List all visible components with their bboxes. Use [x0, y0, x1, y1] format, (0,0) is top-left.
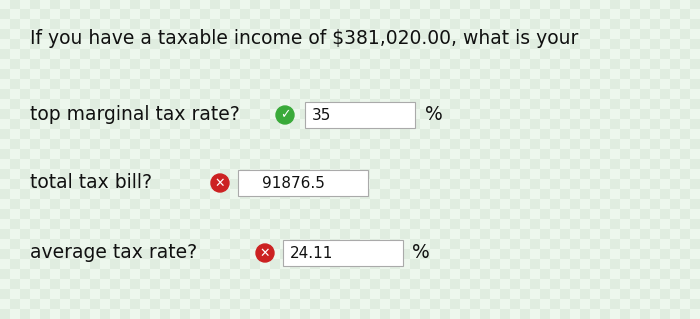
FancyBboxPatch shape [283, 240, 403, 266]
Text: %: % [412, 243, 430, 263]
Text: ✕: ✕ [260, 247, 270, 259]
Text: ✕: ✕ [215, 176, 225, 189]
Text: 91876.5: 91876.5 [262, 175, 325, 190]
Circle shape [276, 106, 294, 124]
Text: average tax rate?: average tax rate? [30, 243, 197, 263]
Text: total tax bill?: total tax bill? [30, 174, 152, 192]
Text: $: $ [219, 175, 234, 190]
Text: 35: 35 [312, 108, 331, 122]
Text: %: % [425, 106, 442, 124]
FancyBboxPatch shape [238, 170, 368, 196]
Circle shape [256, 244, 274, 262]
Text: ✓: ✓ [280, 108, 290, 122]
FancyBboxPatch shape [305, 102, 415, 128]
Text: top marginal tax rate?: top marginal tax rate? [30, 106, 239, 124]
Circle shape [211, 174, 229, 192]
Text: 24.11: 24.11 [290, 246, 333, 261]
Text: If you have a taxable income of $381,020.00, what is your: If you have a taxable income of $381,020… [30, 28, 578, 48]
